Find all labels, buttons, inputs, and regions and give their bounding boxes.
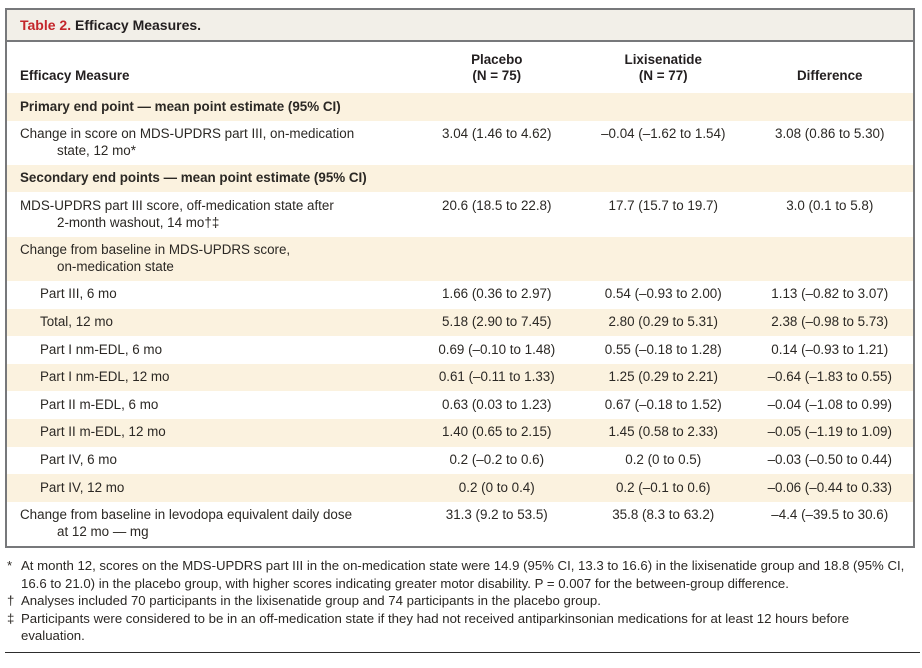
difference-value: 0.14 (–0.93 to 1.21) [771,341,889,357]
group-row-change-from-baseline: Change from baseline in MDS-UPDRS score,… [7,236,913,281]
table-body: Primary end point — mean point estimate … [7,93,913,546]
lixisenatide-value: 2.80 (0.29 to 5.31) [608,314,718,329]
section-row-secondary-endpoints: Secondary end points — mean point estima… [7,164,913,193]
difference-value: –0.05 (–1.19 to 1.09) [767,424,892,440]
lixisenatide-value: 0.55 (–0.18 to 1.28) [604,341,722,357]
header-row: Efficacy Measure Placebo (N = 75) Lixise… [7,42,913,93]
difference-value: 1.13 (–0.82 to 3.07) [771,286,889,302]
table-row: Part I nm-EDL, 12 mo 0.61 (–0.11 to 1.33… [7,363,913,392]
lixisenatide-value: –0.04 (–1.62 to 1.54) [601,126,726,142]
footnote-asterisk: * At month 12, scores on the MDS-UPDRS p… [5,557,913,592]
difference-value: –0.03 (–0.50 to 0.44) [767,452,892,468]
measure-cell: Part II m-EDL, 12 mo [40,424,166,440]
measure-cell: Part I nm-EDL, 12 mo [40,369,170,385]
difference-value: 3.08 (0.86 to 5.30) [775,126,885,142]
column-header-lixisenatide: Lixisenatide (N = 77) [624,51,702,84]
placebo-value: 0.63 (0.03 to 1.23) [442,396,552,412]
difference-value: –0.04 (–1.08 to 0.99) [767,396,892,412]
difference-value: 2.38 (–0.98 to 5.73) [771,314,889,329]
table-number-label: Table 2. [20,17,72,33]
lixisenatide-value: 1.25 (0.29 to 2.21) [608,369,718,385]
placebo-value: 31.3 (9.2 to 53.5) [445,507,548,523]
measure-cell: Change from baseline in levodopa equival… [20,507,353,539]
table-row: Part IV, 12 mo 0.2 (0 to 0.4) 0.2 (–0.1 … [7,474,913,502]
table-row: Part I nm-EDL, 6 mo 0.69 (–0.10 to 1.48)… [7,336,913,364]
table-title-text: Efficacy Measures. [71,17,202,33]
table-row: Change from baseline in levodopa equival… [7,502,913,546]
footnote-double-dagger: ‡ Participants were considered to be in … [5,610,913,645]
placebo-value: 1.66 (0.36 to 2.97) [442,286,552,302]
table-container: Table 2. Efficacy Measures. Efficacy Mea… [5,8,915,548]
measure-cell: Part III, 6 mo [40,286,117,302]
table-row: Part II m-EDL, 6 mo 0.63 (0.03 to 1.23) … [7,391,913,419]
measure-cell: Change in score on MDS-UPDRS part III, o… [20,126,355,158]
difference-value: –4.4 (–39.5 to 30.6) [771,507,889,523]
table-title-bar: Table 2. Efficacy Measures. [7,10,913,42]
difference-value: –0.64 (–1.83 to 0.55) [767,369,892,385]
footnote-text: At month 12, scores on the MDS-UPDRS par… [21,557,905,591]
table-row: Part II m-EDL, 12 mo 1.40 (0.65 to 2.15)… [7,418,913,447]
footnote-marker: ‡ [7,610,15,626]
column-header-difference: Difference [796,68,863,84]
placebo-value: 0.2 (0 to 0.4) [458,479,535,495]
table-header: Efficacy Measure Placebo (N = 75) Lixise… [7,42,913,93]
lixisenatide-value: 1.45 (0.58 to 2.33) [608,424,718,440]
table-row: Change in score on MDS-UPDRS part III, o… [7,121,913,165]
footnote-dagger: † Analyses included 70 participants in t… [5,592,913,610]
section-title: Secondary end points — mean point estima… [20,170,367,186]
difference-value: 3.0 (0.1 to 5.8) [786,197,874,213]
lixisenatide-value: 0.2 (–0.1 to 0.6) [615,479,711,495]
table-row: Total, 12 mo 5.18 (2.90 to 7.45) 2.80 (0… [7,308,913,337]
footnote-marker: † [7,593,15,609]
lixisenatide-value: 0.67 (–0.18 to 1.52) [604,396,722,412]
footnotes: * At month 12, scores on the MDS-UPDRS p… [5,557,915,645]
table-row: MDS-UPDRS part III score, off-medication… [7,192,913,236]
measure-cell: Part I nm-EDL, 6 mo [40,341,163,357]
section-row-primary-endpoint: Primary end point — mean point estimate … [7,93,913,121]
placebo-value: 0.69 (–0.10 to 1.48) [438,341,556,357]
measure-cell: Part II m-EDL, 6 mo [40,396,159,412]
column-header-placebo: Placebo (N = 75) [471,51,523,84]
lixisenatide-value: 35.8 (8.3 to 63.2) [612,507,715,523]
bottom-rule-divider [5,651,920,653]
placebo-value: 0.61 (–0.11 to 1.33) [438,369,555,385]
placebo-value: 0.2 (–0.2 to 0.6) [449,452,545,468]
column-header-efficacy-measure: Efficacy Measure [20,68,130,84]
lixisenatide-value: 0.2 (0 to 0.5) [625,452,702,468]
section-title: Primary end point — mean point estimate … [20,98,341,114]
table-row: Part III, 6 mo 1.66 (0.36 to 2.97) 0.54 … [7,281,913,309]
measure-cell: Part IV, 12 mo [40,479,125,495]
footnote-text: Participants were considered to be in an… [21,610,850,644]
table-row: Part IV, 6 mo 0.2 (–0.2 to 0.6) 0.2 (0 t… [7,447,913,475]
placebo-value: 3.04 (1.46 to 4.62) [442,126,552,142]
lixisenatide-value: 17.7 (15.7 to 19.7) [608,197,718,213]
placebo-value: 5.18 (2.90 to 7.45) [442,314,552,329]
footnote-marker: * [7,557,13,573]
footnote-text: Analyses included 70 participants in the… [21,593,601,609]
lixisenatide-value: 0.54 (–0.93 to 2.00) [604,286,722,302]
measure-cell: Part IV, 6 mo [40,452,117,468]
difference-value: –0.06 (–0.44 to 0.33) [767,479,892,495]
efficacy-measures-table: Efficacy Measure Placebo (N = 75) Lixise… [7,42,913,546]
placebo-value: 20.6 (18.5 to 22.8) [442,197,552,213]
group-title: Change from baseline in MDS-UPDRS score,… [20,242,291,274]
measure-cell: MDS-UPDRS part III score, off-medication… [20,197,334,230]
measure-cell: Total, 12 mo [40,314,113,329]
placebo-value: 1.40 (0.65 to 2.15) [442,424,552,440]
